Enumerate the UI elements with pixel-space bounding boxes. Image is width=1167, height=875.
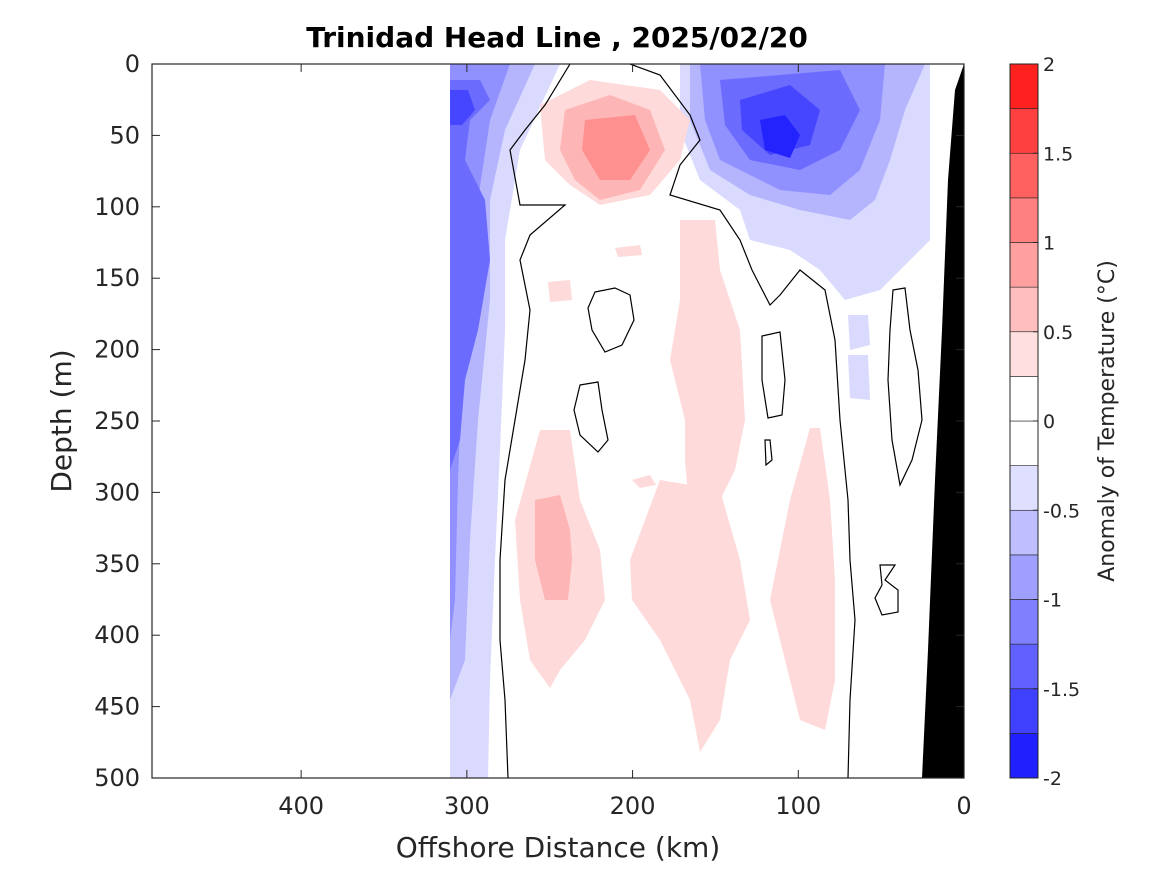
colorbar-tick-label: 0.5 (1043, 322, 1073, 344)
colorbar-swatch (1009, 733, 1039, 779)
y-tick-label: 350 (94, 550, 140, 578)
y-tick-label: 150 (94, 264, 140, 292)
colorbar-title: Anomaly of Temperature (°C) (1095, 260, 1120, 582)
contour-neg-1.25-offshore (450, 90, 475, 125)
colorbar-swatch (1009, 420, 1039, 466)
colorbar-swatch (1009, 197, 1039, 243)
y-tick-marks (152, 63, 964, 779)
colorbar-tick-label: -1.5 (1043, 679, 1080, 701)
bathymetry-shelf (922, 64, 964, 778)
x-tick-label: 400 (278, 792, 324, 820)
plot-area (151, 63, 965, 779)
colorbar-swatch (1009, 108, 1039, 154)
contour-neg-0.25-patch-a (848, 315, 870, 350)
contour-fills (450, 64, 930, 778)
colorbar-swatch (1009, 643, 1039, 690)
y-tick-label: 450 (94, 693, 140, 721)
contour-neg-1.0-offshore (450, 80, 490, 470)
zero-contour-loop-a (587, 287, 635, 353)
contour-pos-0.25-patch-c (632, 475, 656, 488)
x-tick-label: 300 (444, 792, 490, 820)
x-tick-marks (300, 64, 965, 778)
colorbar-swatch (1009, 688, 1039, 734)
x-tick-label: 100 (775, 792, 821, 820)
contour-pos-0.5-offshore-deep (535, 495, 572, 600)
y-axis-title: Depth (m) (45, 349, 78, 492)
zero-contour-loop-c (761, 331, 786, 419)
y-tick-label: 250 (94, 407, 140, 435)
zero-contour-upper-red (629, 64, 856, 778)
x-tick-label: 200 (610, 792, 656, 820)
colorbar-swatch (1009, 286, 1039, 333)
y-tick-label: 200 (94, 336, 140, 364)
colorbar (1009, 63, 1039, 779)
colorbar-swatch (1009, 599, 1039, 645)
colorbar-swatch (1009, 63, 1039, 109)
chart-title: Trinidad Head Line , 2025/02/20 (306, 21, 808, 54)
colorbar-swatch (1009, 554, 1039, 600)
colorbar-tick-label: 1 (1043, 233, 1055, 255)
colorbar-swatch (1009, 152, 1039, 199)
colorbar-swatch (1009, 376, 1039, 422)
contour-pos-0.25-nearshore-column (770, 428, 835, 730)
contour-neg-1.5-nearshore (760, 115, 800, 158)
colorbar-tick-label: -1 (1043, 590, 1062, 612)
zero-contour-loop-f (874, 564, 899, 616)
colorbar-tick-marks (1033, 63, 1038, 779)
colorbar-swatch (1009, 331, 1039, 377)
colorbar-tick-label: 2 (1043, 54, 1055, 76)
zero-contour-loop-d (764, 439, 773, 467)
colorbar-tick-label: 1.5 (1043, 143, 1073, 165)
zero-contour-lines (499, 64, 923, 778)
y-tick-label: 500 (94, 764, 140, 792)
contour-pos-0.75-upper (582, 115, 650, 180)
x-tick-label: 0 (956, 792, 971, 820)
y-tick-label: 0 (125, 50, 140, 78)
x-axis-title: Offshore Distance (km) (396, 831, 721, 864)
contour-pos-0.25-patch-b (615, 245, 642, 257)
colorbar-tick-label: -0.5 (1043, 500, 1080, 522)
colorbar-tick-label: -2 (1043, 768, 1062, 790)
y-tick-label: 100 (94, 193, 140, 221)
colorbar-swatch (1009, 509, 1039, 556)
zero-contour-loop-e (887, 287, 923, 487)
contour-pos-0.25-patch-a (548, 280, 572, 302)
colorbar-swatch (1009, 242, 1039, 288)
zero-contour-offshore (499, 64, 571, 778)
colorbar-swatches (1009, 63, 1039, 779)
zero-contour-loop-b (573, 381, 609, 453)
y-tick-label: 400 (94, 621, 140, 649)
colorbar-tick-label: 0 (1043, 411, 1055, 433)
y-tick-label: 50 (109, 121, 140, 149)
contour-pos-0.25-deep-block (630, 480, 750, 752)
colorbar-swatch (1009, 465, 1039, 511)
y-tick-label: 300 (94, 478, 140, 506)
contour-neg-0.25-patch-b (848, 355, 870, 400)
